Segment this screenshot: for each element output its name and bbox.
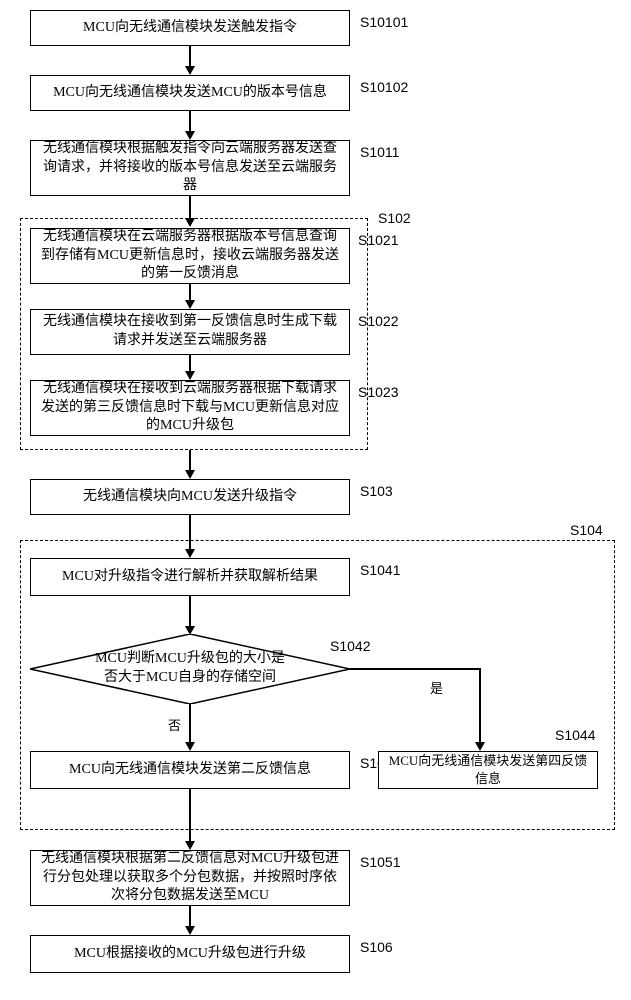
step-box: MCU向无线通信模块发送MCU的版本号信息 xyxy=(30,75,350,111)
connector xyxy=(189,450,191,472)
step-text: MCU向无线通信模块发送MCU的版本号信息 xyxy=(53,84,327,103)
group-label: S104 xyxy=(570,522,603,538)
connector xyxy=(189,111,191,133)
step-box: MCU向无线通信模块发送第四反馈信息 xyxy=(378,751,598,789)
decision-diamond: MCU判断MCU升级包的大小是 否大于MCU自身的存储空间 xyxy=(30,634,350,704)
step-label: S103 xyxy=(360,483,393,499)
step-label: S1041 xyxy=(360,562,400,578)
step-text: MCU根据接收的MCU升级包进行升级 xyxy=(74,945,306,964)
connector xyxy=(189,596,191,626)
branch-label-no: 否 xyxy=(168,715,181,734)
arrow-down-icon xyxy=(475,742,485,751)
step-box: 无线通信模块向MCU发送升级指令 xyxy=(30,479,350,515)
step-text: MCU向无线通信模块发送触发指令 xyxy=(83,19,297,38)
branch-label-yes: 是 xyxy=(430,678,443,697)
connector xyxy=(189,46,191,68)
arrow-down-icon xyxy=(185,131,195,140)
step-label: S1023 xyxy=(358,384,398,400)
step-text: MCU向无线通信模块发送第二反馈信息 xyxy=(69,761,311,780)
connector xyxy=(189,789,191,843)
step-label: S10101 xyxy=(360,14,408,30)
step-text: MCU对升级指令进行解析并获取解析结果 xyxy=(62,568,318,587)
step-box: 无线通信模块在云端服务器根据版本号信息查询到存储有MCU更新信息时，接收云端服务… xyxy=(30,228,350,284)
step-label: S1022 xyxy=(358,313,398,329)
step-text: 无线通信模块在云端服务器根据版本号信息查询到存储有MCU更新信息时，接收云端服务… xyxy=(39,228,341,285)
connector xyxy=(189,704,191,744)
connector xyxy=(479,668,481,744)
connector xyxy=(189,906,191,928)
arrow-down-icon xyxy=(185,371,195,380)
arrow-down-icon xyxy=(185,841,195,850)
arrow-down-icon xyxy=(185,926,195,935)
decision-text-l1: MCU判断MCU升级包的大小是 xyxy=(95,651,285,666)
step-label: S1044 xyxy=(555,727,595,743)
step-label: S1042 xyxy=(330,638,370,654)
step-label: S10102 xyxy=(360,79,408,95)
group-label: S102 xyxy=(378,210,411,226)
arrow-down-icon xyxy=(185,66,195,75)
step-box: MCU对升级指令进行解析并获取解析结果 xyxy=(30,558,350,596)
arrow-down-icon xyxy=(185,742,195,751)
arrow-down-icon xyxy=(185,470,195,479)
step-box: 无线通信模块根据第二反馈信息对MCU升级包进行分包处理以获取多个分包数据，并按照… xyxy=(30,850,350,906)
step-label: S1021 xyxy=(358,232,398,248)
step-text: 无线通信模块根据触发指令向云端服务器发送查询请求，并将接收的版本号信息发送至云端… xyxy=(39,140,341,197)
connector xyxy=(189,196,191,218)
step-box: MCU向无线通信模块发送触发指令 xyxy=(30,10,350,46)
decision-text-l2: 否大于MCU自身的存储空间 xyxy=(104,670,276,685)
arrow-down-icon xyxy=(185,300,195,309)
step-box: 无线通信模块在接收到第一反馈信息时生成下载请求并发送至云端服务器 xyxy=(30,309,350,355)
step-label: S106 xyxy=(360,939,393,955)
step-label: S1011 xyxy=(360,144,399,160)
step-label: S1051 xyxy=(360,854,400,870)
step-text: 无线通信模块向MCU发送升级指令 xyxy=(83,488,297,507)
step-box: MCU根据接收的MCU升级包进行升级 xyxy=(30,935,350,973)
step-text: MCU向无线通信模块发送第四反馈信息 xyxy=(387,752,589,787)
step-text: 无线通信模块在接收到云端服务器根据下载请求发送的第三反馈信息时下载与MCU更新信… xyxy=(39,380,341,437)
step-text: 无线通信模块根据第二反馈信息对MCU升级包进行分包处理以获取多个分包数据，并按照… xyxy=(39,850,341,907)
step-text: 无线通信模块在接收到第一反馈信息时生成下载请求并发送至云端服务器 xyxy=(39,313,341,351)
step-box: 无线通信模块根据触发指令向云端服务器发送查询请求，并将接收的版本号信息发送至云端… xyxy=(30,140,350,196)
step-box: 无线通信模块在接收到云端服务器根据下载请求发送的第三反馈信息时下载与MCU更新信… xyxy=(30,380,350,436)
connector xyxy=(350,668,480,670)
step-box: MCU向无线通信模块发送第二反馈信息 xyxy=(30,751,350,789)
